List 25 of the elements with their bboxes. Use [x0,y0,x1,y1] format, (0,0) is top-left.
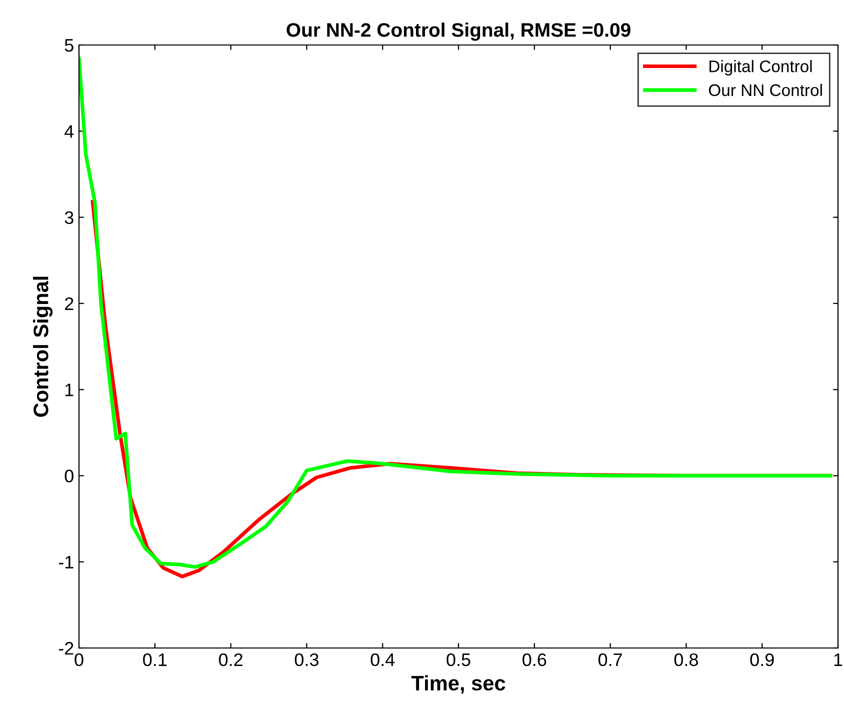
x-tick-label: 0.2 [218,653,242,666]
line-series [79,56,832,569]
legend-label: Digital Control [710,60,812,76]
x-tick-label: 0.9 [750,653,774,666]
y-tick-label: -2 [58,642,74,655]
x-tick-label: 0.5 [446,653,470,666]
x-tick-label: 0.3 [294,653,318,666]
x-tick-label: 0.4 [370,653,395,666]
y-tick-label: 2 [65,297,74,310]
y-tick-label: 1 [65,384,74,396]
x-tick-label: 0.1 [143,653,167,666]
y-axis-title: Control Signal [33,276,53,417]
y-tick-label: 0 [64,470,74,482]
chart-title: Our NN-2 Control Signal, RMSE =0.09 [286,22,630,41]
legend-label: Our NN Control [708,84,822,96]
y-tick-label: 5 [64,39,74,52]
y-tick-label: 3 [64,211,74,224]
x-tick-label: 0.8 [674,653,698,666]
x-tick-label: 1 [834,654,842,666]
x-tick-label: 0 [74,653,84,666]
x-axis-title: Time, sec [411,675,506,694]
x-tick-label: 0.7 [598,653,622,666]
y-tick-label: -1 [58,556,74,568]
y-tick-label: 4 [64,125,74,138]
x-tick-label: 0.6 [522,653,546,666]
